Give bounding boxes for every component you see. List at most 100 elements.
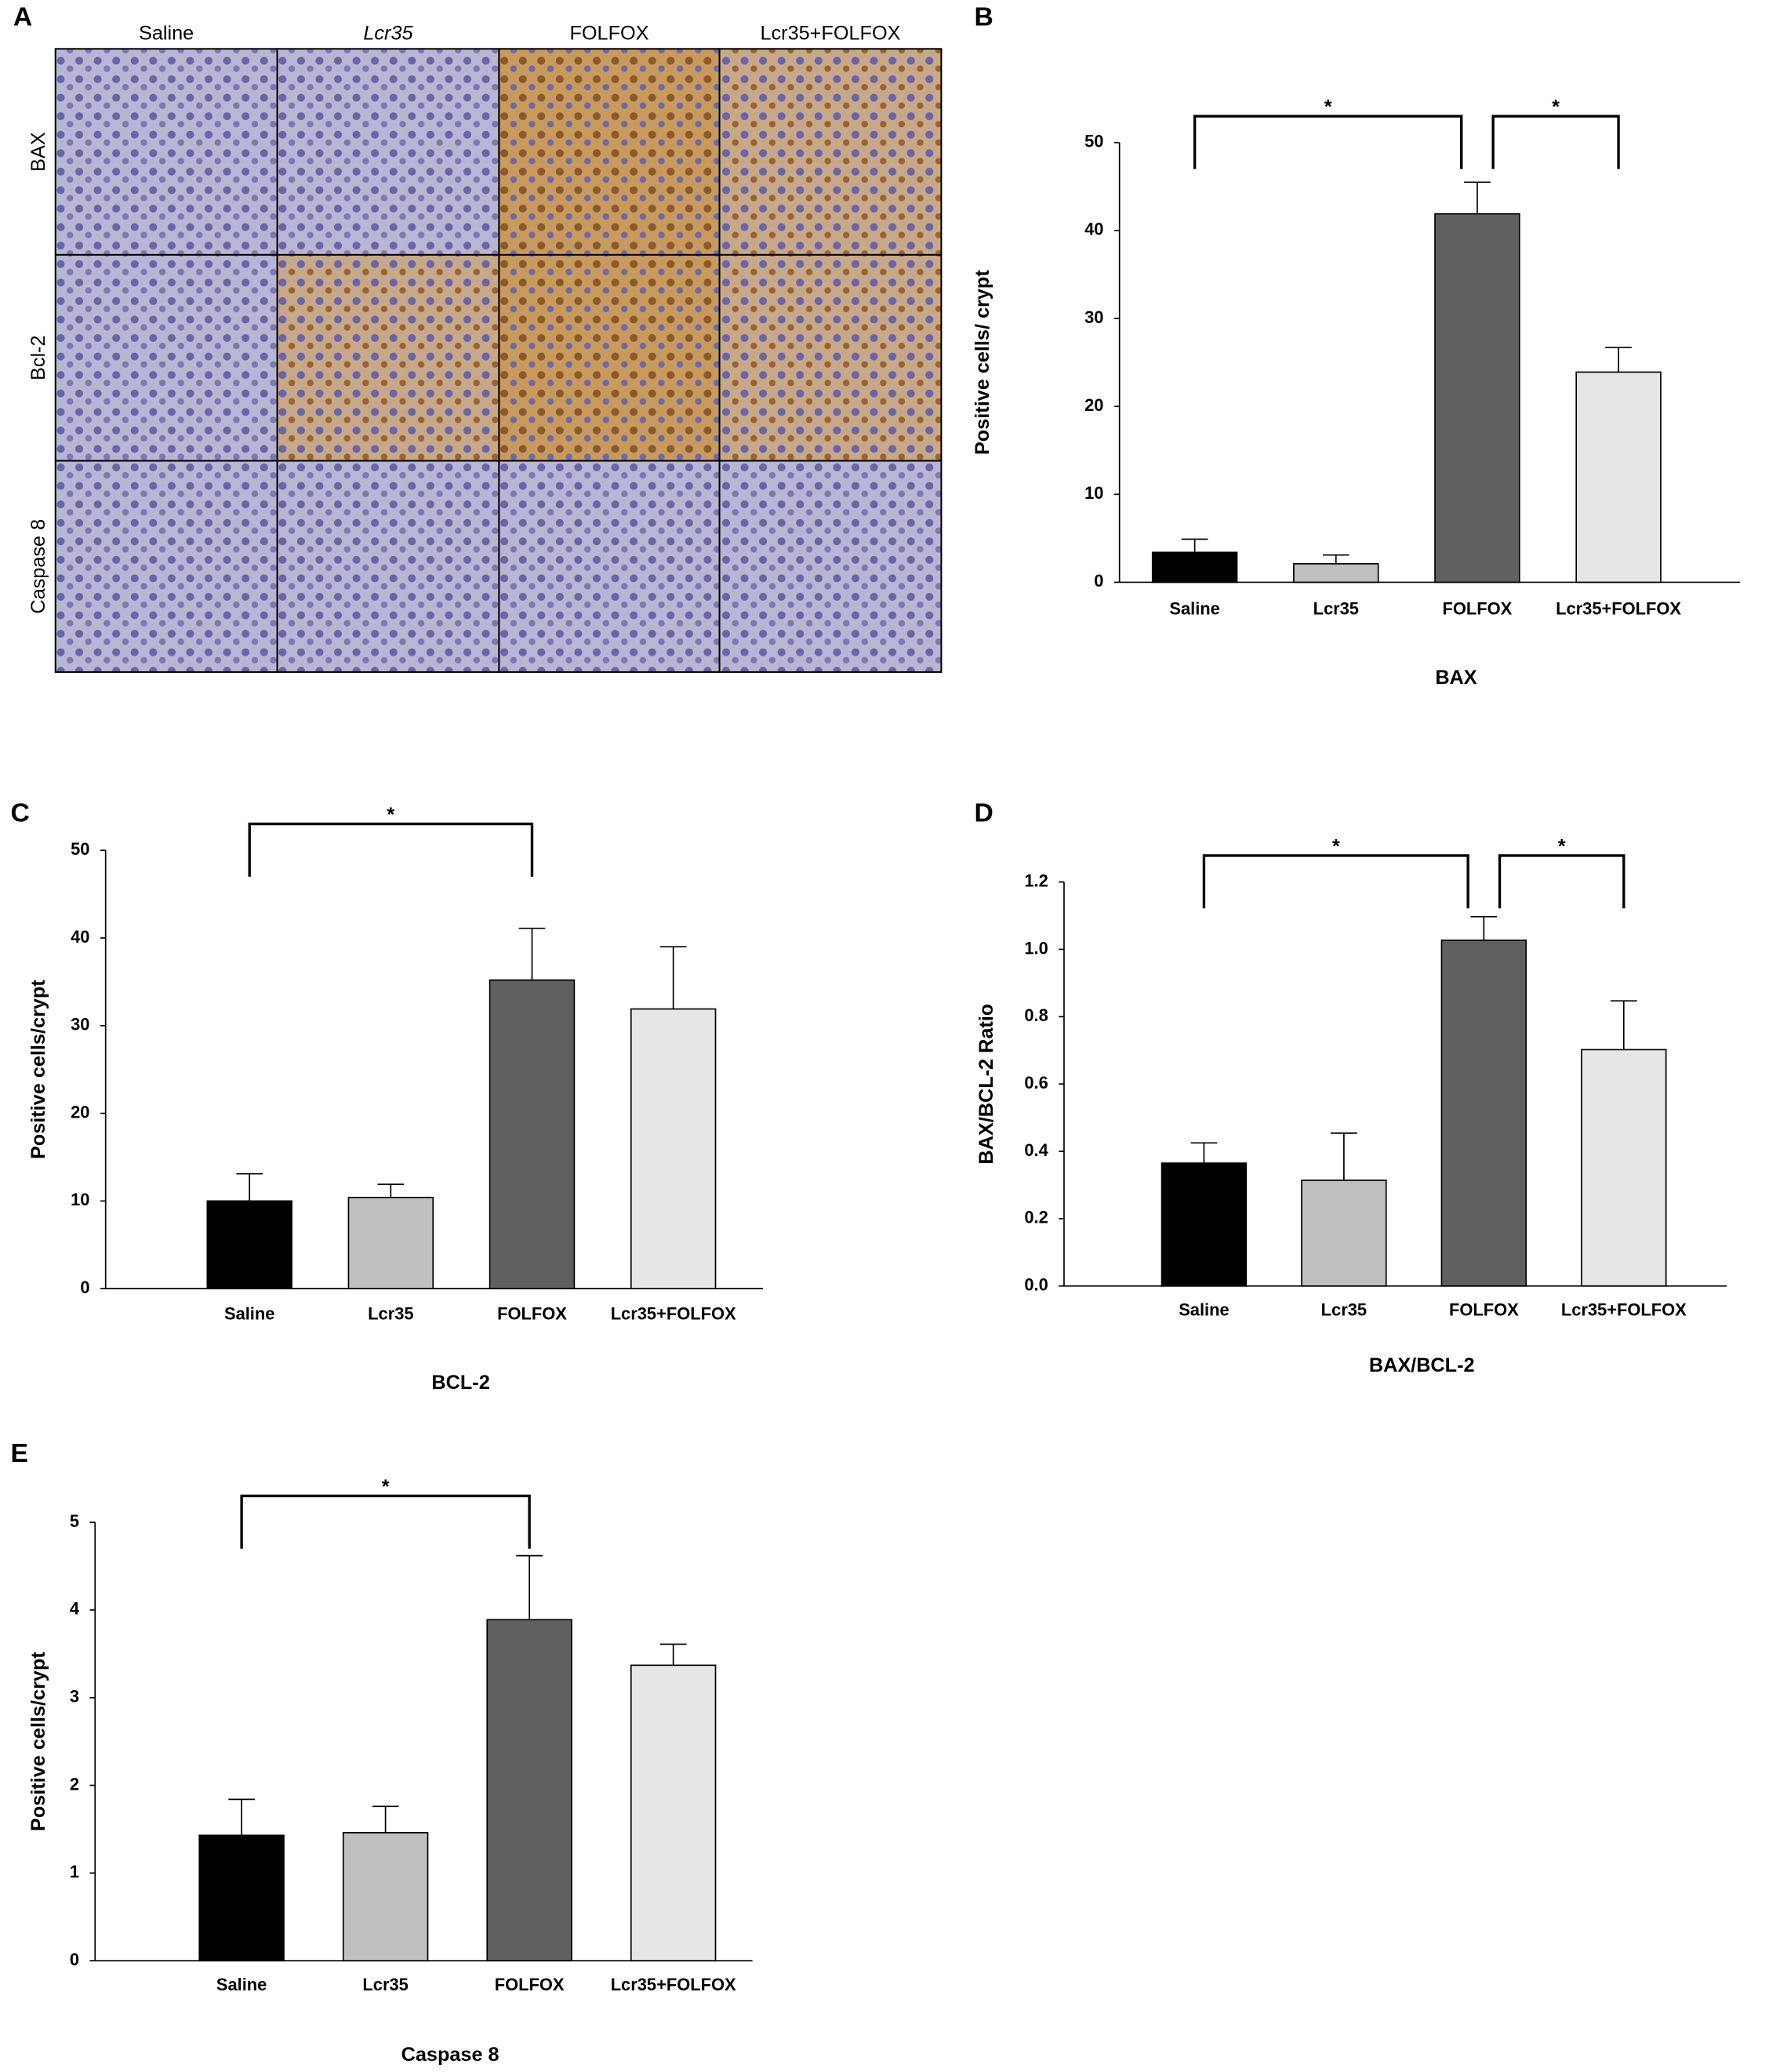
x-tick-label: Lcr35+FOLFOX [1556,599,1681,619]
row-label: BAX [27,132,49,172]
bar [630,1008,717,1289]
bar [1434,213,1520,583]
bar [1581,1049,1667,1287]
y-tick-label: 1 [70,1862,79,1881]
panel-letter: A [13,2,32,31]
significance-label: * [382,1476,390,1498]
micrograph [498,48,721,256]
x-tick-label: Saline [216,1975,267,1994]
x-tick-label: FOLFOX [1443,599,1513,619]
error-bar [1331,1132,1357,1180]
x-tick-label: Lcr35+FOLFOX [611,1975,736,1994]
micrograph [718,253,943,462]
panel-letter: D [974,799,993,828]
significance-label: * [1558,836,1566,858]
significance-label: * [1324,96,1332,118]
micrograph [718,460,943,673]
error-bar [1605,347,1632,373]
x-tick-label: Saline [1169,599,1219,619]
bar [347,1197,434,1289]
error-bar [372,1805,399,1833]
error-bar [516,1554,543,1620]
significance-label: * [387,804,394,826]
bar [630,1664,717,1961]
y-tick-label: 40 [1084,220,1103,239]
x-tick-label: Lcr35 [368,1304,413,1324]
y-tick-label: 1.0 [1024,938,1048,958]
y-tick-label: 4 [70,1599,80,1619]
micrograph [498,460,721,673]
bar [1301,1180,1387,1287]
chart-panel: C 0 10 20 30 40 50 Positive cells/crypt Saline Lc… [10,799,764,1394]
significance-bracket [1193,115,1463,169]
error-bar [1610,1000,1637,1050]
x-tick-label: Lcr35 [1321,1300,1367,1320]
error-bar [1181,538,1208,553]
column-label: Saline [139,22,194,44]
bar [198,1834,285,1961]
y-tick-label: 5 [70,1511,79,1531]
x-tick-label: Lcr35+FOLFOX [1561,1300,1687,1320]
y-tick-label: 0.6 [1024,1073,1048,1092]
error-bar [228,1798,255,1836]
error-bar [1322,554,1349,564]
y-tick-label: 0 [1094,571,1103,591]
significance-label: * [1552,96,1560,118]
row-label: Caspase 8 [27,519,49,614]
y-tick-label: 0 [80,1278,89,1297]
error-bar [1470,915,1498,940]
chart-title: BCL-2 [431,1372,489,1394]
y-tick-label: 0 [70,1950,79,1969]
x-tick-label: Lcr35 [1313,599,1359,619]
column-label: FOLFOX [569,22,648,44]
significance-bracket [240,1494,531,1549]
y-tick-label: 1.2 [1024,871,1048,890]
error-bar [1190,1142,1218,1164]
error-bar [518,927,546,980]
bar [489,979,576,1289]
bar [1151,551,1238,583]
chart-title: BAX/BCL-2 [1369,1354,1475,1376]
column-label: Lcr35+FOLFOX [761,22,901,44]
y-tick-label: 50 [71,839,89,859]
column-label: Lcr35 [363,22,413,44]
x-tick-label: FOLFOX [497,1304,567,1324]
significance-bracket [1202,854,1469,909]
panel-letter: E [10,1439,27,1468]
y-axis-label: Positive cells/ crypt [972,270,993,455]
y-tick-label: 10 [71,1190,89,1209]
chart-title: BAX [1435,667,1477,689]
chart-title: Caspase 8 [401,2044,499,2066]
micrograph [276,460,500,673]
x-tick-label: Saline [1179,1300,1229,1320]
x-tick-label: FOLFOX [495,1975,565,1994]
significance-label: * [1332,836,1340,858]
micrograph [54,48,278,256]
y-axis-label: BAX/BCL-2 Ratio [975,1004,997,1165]
micrograph [276,48,500,256]
panel-letter: C [10,799,29,828]
error-bar [377,1183,405,1198]
bar [1161,1162,1248,1287]
error-bar [659,1643,687,1666]
y-tick-label: 20 [1084,395,1103,415]
y-tick-label: 2 [70,1774,79,1794]
y-axis-label: Positive cells/crypt [27,980,49,1159]
bar [1575,371,1662,583]
micrograph [276,253,500,462]
panel-letter: B [974,2,993,31]
significance-bracket [1498,854,1626,909]
x-tick-label: FOLFOX [1449,1300,1519,1320]
y-tick-label: 0.4 [1024,1140,1048,1160]
significance-bracket [248,822,534,877]
bar [1293,563,1379,583]
significance-bracket [1491,115,1620,169]
micrograph [498,253,721,462]
micrograph [54,460,278,673]
error-bar [1464,181,1491,214]
y-tick-label: 30 [1084,307,1103,327]
y-tick-label: 30 [71,1015,89,1034]
y-tick-label: 0.8 [1024,1005,1048,1025]
x-tick-label: Saline [224,1304,274,1324]
